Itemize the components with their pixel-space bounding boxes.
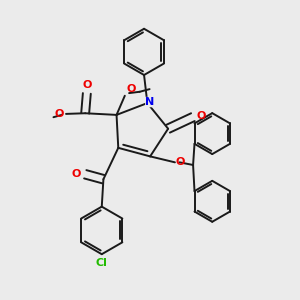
Text: O: O [176, 157, 185, 167]
Text: O: O [72, 169, 81, 178]
Text: Cl: Cl [96, 258, 108, 268]
Text: O: O [197, 111, 206, 121]
Text: O: O [55, 109, 64, 118]
Text: Methoxy: Methoxy [142, 90, 148, 92]
Text: O: O [127, 84, 136, 94]
Text: N: N [146, 97, 154, 107]
Text: O: O [82, 80, 92, 90]
